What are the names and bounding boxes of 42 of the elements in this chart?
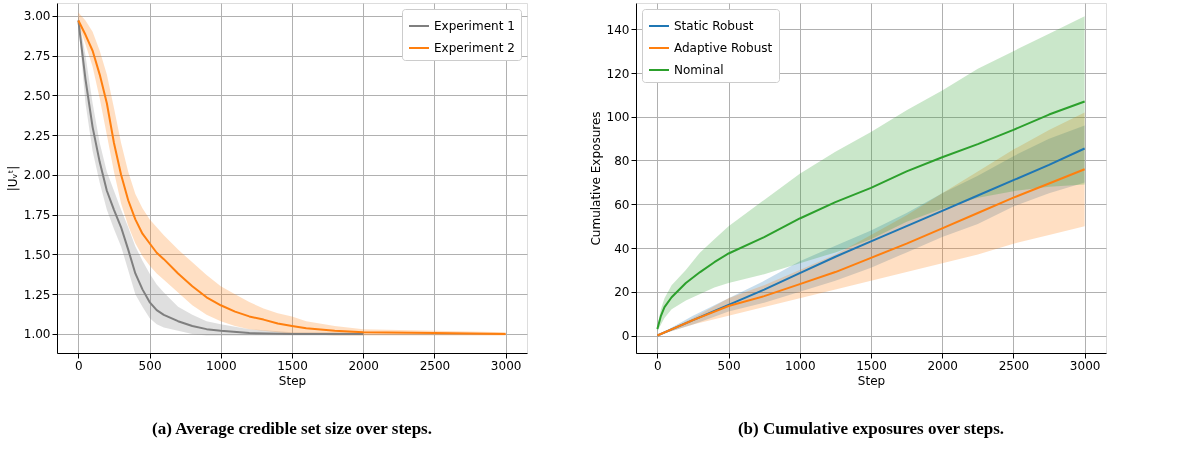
x-tick-label: 500	[138, 358, 162, 373]
x-tick-label: 1000	[785, 358, 816, 373]
x-tick-label: 2000	[927, 358, 958, 373]
legend-label: Experiment 2	[434, 41, 515, 55]
y-tick-label: 1.75	[23, 208, 51, 223]
x-tick-label: 0	[654, 358, 662, 373]
x-tick-label: 3000	[1069, 358, 1101, 373]
legend-label: Static Robust	[674, 19, 754, 33]
y-tick-label: 1.00	[23, 327, 51, 342]
text: (b) Cumulative exposures over steps.	[737, 419, 1005, 438]
legend-label: Adaptive Robust	[674, 41, 773, 55]
x-tick-label: 2500	[419, 358, 451, 373]
x-tick-label: 1500	[277, 358, 308, 373]
x-tick-label: 1000	[206, 358, 237, 373]
x-tick-label: 0	[75, 358, 83, 373]
text: (a) Average credible set size over steps.	[152, 419, 432, 438]
y-tick-label: 60	[614, 197, 630, 212]
y-tick-label: 120	[606, 66, 630, 81]
x-tick-label: 500	[717, 358, 741, 373]
y-tick-label: 2.25	[23, 128, 51, 143]
y-tick-label: 2.50	[23, 88, 51, 103]
y-tick-label: 2.00	[23, 168, 51, 183]
y-tick-label: 20	[614, 285, 630, 300]
y-axis-title: |Uᵥᵗ|	[5, 165, 20, 192]
x-axis-title: Step	[278, 373, 307, 388]
y-tick-label: 3.00	[23, 9, 51, 24]
x-tick-label: 3000	[490, 358, 522, 373]
legend-label: Experiment 1	[434, 19, 515, 33]
x-axis-title: Step	[857, 373, 886, 388]
y-tick-label: 100	[606, 110, 630, 125]
y-tick-label: 40	[614, 241, 630, 256]
y-tick-label: 0	[621, 329, 630, 343]
legend-label: Nominal	[674, 63, 724, 77]
y-axis-title: Cumulative Exposures	[588, 111, 603, 246]
x-tick-label: 2000	[348, 358, 379, 373]
y-tick-label: 1.25	[23, 287, 51, 302]
x-tick-label: 1500	[856, 358, 887, 373]
y-tick-label: 140	[606, 22, 630, 37]
x-tick-label: 2500	[998, 358, 1030, 373]
y-tick-label: 80	[614, 154, 630, 168]
y-tick-label: 2.75	[23, 49, 51, 63]
y-tick-label: 1.50	[23, 247, 51, 262]
